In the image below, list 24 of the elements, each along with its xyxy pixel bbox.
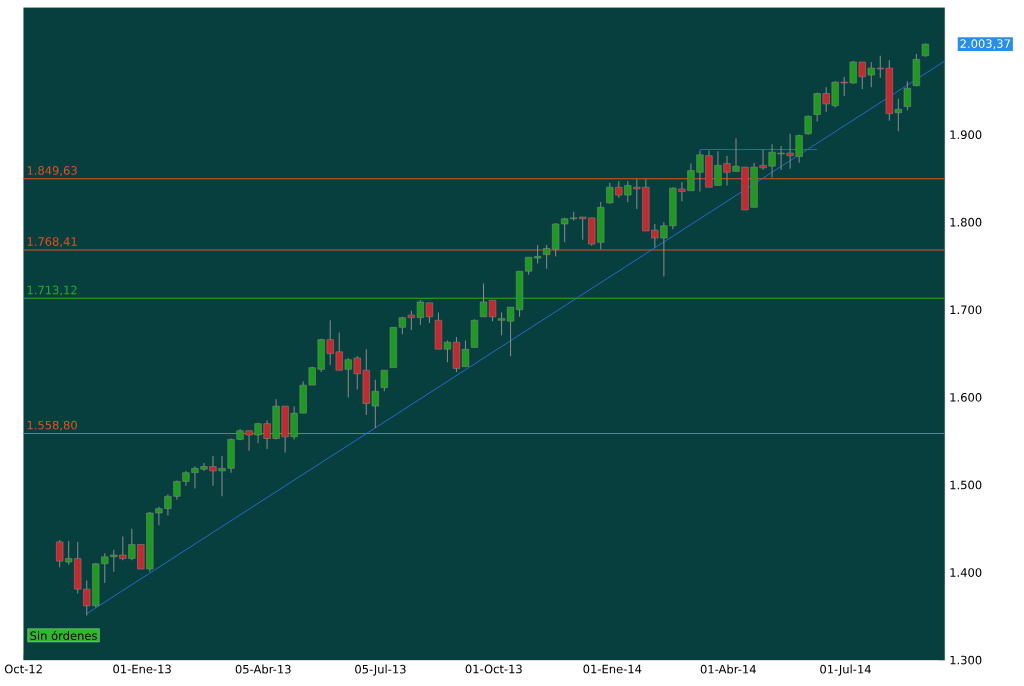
y-tick-label: 1.800	[950, 218, 982, 227]
x-tick-label: 05-Abr-13	[235, 664, 291, 674]
y-tick-label: 1.500	[950, 480, 982, 490]
x-tick-label: 01-Jul-14	[820, 664, 871, 676]
y-tick-label: 1.400	[950, 568, 982, 578]
ref-line-label: 1.713,12	[27, 285, 77, 296]
y-tick-label: 1.300	[950, 655, 982, 665]
text: 2.003,37	[960, 39, 1010, 50]
ref-line-label: 1.558,80	[27, 420, 77, 431]
ref-line-label: 1.849,63	[27, 166, 77, 177]
candlestick	[804, 115, 812, 136]
x-tick-label: 01-Oct-13	[465, 664, 522, 674]
y-tick-label: 1.600	[950, 393, 982, 402]
x-tick-label: 01-Ene-13	[113, 664, 171, 674]
x-tick-label: 01-Ene-14	[583, 664, 642, 674]
candlestick	[903, 80, 911, 111]
x-tick-label: Oct-12	[4, 664, 42, 674]
candlestick	[380, 369, 388, 392]
y-tick-label: 1.900	[950, 130, 982, 140]
x-tick-label: 01-Abr-14	[700, 664, 756, 674]
x-tick-label: 05-Jul-13	[355, 664, 406, 676]
annotation: Sin órdenes	[30, 630, 97, 641]
y-tick-label: 1.700	[950, 305, 982, 315]
ref-line-label: 1.768,41	[27, 237, 77, 248]
